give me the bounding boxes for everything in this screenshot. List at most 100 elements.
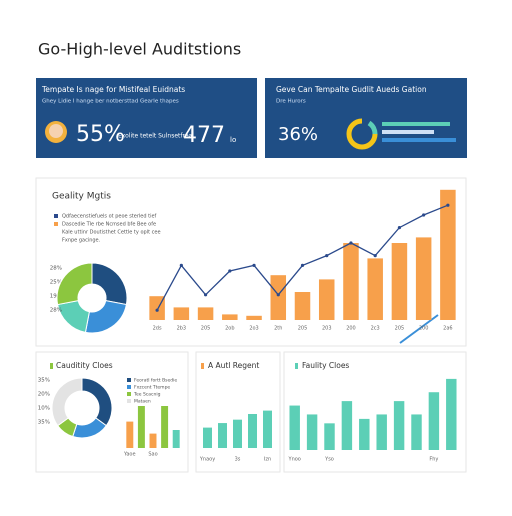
bar xyxy=(222,314,238,320)
x-tick-label: 200 xyxy=(419,326,429,332)
bar xyxy=(218,423,227,448)
gauge xyxy=(367,120,378,135)
legend-label: Kale uttinr Doutisthet Cettle ty oplt ce… xyxy=(62,230,161,236)
bar xyxy=(359,418,370,450)
x-tick-label: 3s xyxy=(235,457,241,463)
chart-title: A Autl Regent xyxy=(208,361,259,370)
card-subtitle: Ghey Lidie I hange ber notbersttad Gearl… xyxy=(42,99,179,105)
bar xyxy=(376,414,387,450)
bar xyxy=(161,406,169,448)
bar xyxy=(149,433,157,448)
card-bar xyxy=(382,130,434,134)
x-tick-label: Yso xyxy=(324,457,334,463)
donut-slice xyxy=(56,262,93,306)
card-subtitle: Dre Hurors xyxy=(276,99,306,105)
chart-title: Geality Mgtis xyxy=(52,192,111,202)
bar xyxy=(172,430,180,448)
value-label: 28% xyxy=(50,308,62,314)
avatar-face xyxy=(49,124,63,138)
card-bar xyxy=(382,138,456,142)
x-tick-label: 203 xyxy=(322,326,332,332)
legend-label: Dascedie Tle rbe Ncmsed bfe Bee ofe xyxy=(62,222,156,228)
legend-label: Tee Scacnig xyxy=(133,392,161,398)
title-accent xyxy=(50,363,53,369)
x-tick-label: Izn xyxy=(264,457,271,463)
line-point xyxy=(422,213,426,217)
x-tick-label: Ynaoy xyxy=(199,457,215,463)
x-tick-label: 2ob xyxy=(225,326,234,332)
bar xyxy=(306,414,318,450)
value-label: 10% xyxy=(38,406,50,412)
line-point xyxy=(446,203,450,207)
bar xyxy=(318,279,335,320)
line-point xyxy=(276,293,280,297)
x-tick-label: 2o3 xyxy=(249,326,258,332)
x-tick-label: 2a6 xyxy=(443,326,452,332)
x-tick-label: 2c3 xyxy=(371,326,380,332)
bar xyxy=(428,392,440,450)
arrow xyxy=(399,314,439,344)
bar xyxy=(263,410,272,448)
value-label: 35% xyxy=(38,420,50,426)
card-metric: 477 xyxy=(183,123,225,148)
legend-label: Mataen xyxy=(134,399,151,405)
card-unit: lo xyxy=(230,136,236,144)
chart-title: Cauditity Cloes xyxy=(56,361,113,370)
title-accent xyxy=(201,363,204,369)
bar xyxy=(126,421,134,448)
line-point xyxy=(373,254,377,258)
card-note: Exolite tetelt Sulnsetfreal xyxy=(118,133,194,140)
card-title: Tempate Is nage for Mistifeal Euidnats xyxy=(41,85,185,94)
value-label: 35% xyxy=(38,378,50,384)
line-point xyxy=(228,269,232,273)
card-metric: 55% xyxy=(76,122,125,147)
line-point xyxy=(179,263,183,267)
legend-label: Fxzcent Ttempe xyxy=(134,385,170,391)
x-tick-label: Sao xyxy=(148,452,157,458)
x-tick-label: 205 xyxy=(298,326,308,332)
card-metric: 36% xyxy=(278,124,318,145)
card-title: Geve Can Tempalte Gudlit Aueds Gation xyxy=(276,85,427,94)
x-tick-label: Yaoe xyxy=(123,452,136,458)
x-tick-label: 200 xyxy=(346,326,356,332)
line-point xyxy=(300,263,305,267)
value-label: 19% xyxy=(50,294,62,300)
bar xyxy=(289,405,300,450)
bar xyxy=(440,189,456,320)
legend-swatch xyxy=(127,385,131,389)
card xyxy=(36,78,257,158)
bar xyxy=(446,378,457,450)
bar xyxy=(173,307,190,320)
bar xyxy=(393,401,405,450)
x-tick-label: 2th xyxy=(274,326,282,332)
line-point xyxy=(203,293,208,297)
bar xyxy=(203,427,212,448)
x-tick-label: 2b3 xyxy=(177,326,187,332)
legend-label: Feoratl fortt Bsedie xyxy=(134,378,177,384)
legend-swatch xyxy=(127,392,131,396)
bar xyxy=(137,406,145,448)
legend-swatch xyxy=(54,214,58,218)
line-point xyxy=(349,241,353,245)
bar xyxy=(197,307,214,320)
gauge xyxy=(346,118,378,150)
legend-label: Qdfaecenstiefuels ot peoe sterled tief xyxy=(62,214,157,220)
x-tick-label: 205 xyxy=(201,326,211,332)
value-label: 20% xyxy=(38,392,50,398)
legend-swatch xyxy=(54,222,58,226)
line-point xyxy=(252,263,256,267)
x-tick-label: 2ds xyxy=(153,326,162,332)
bar xyxy=(270,275,287,320)
bar xyxy=(343,243,359,320)
legend-swatch xyxy=(127,399,131,403)
bar xyxy=(324,423,335,450)
x-tick-label: 205 xyxy=(395,326,405,332)
x-tick-label: Ynoo xyxy=(288,457,301,463)
bar xyxy=(341,401,353,450)
bar xyxy=(248,414,257,448)
value-label: 28% xyxy=(50,266,62,272)
line-point xyxy=(397,226,402,230)
line-point xyxy=(325,254,329,258)
legend-label: Fxnpe gacinge. xyxy=(62,238,101,244)
